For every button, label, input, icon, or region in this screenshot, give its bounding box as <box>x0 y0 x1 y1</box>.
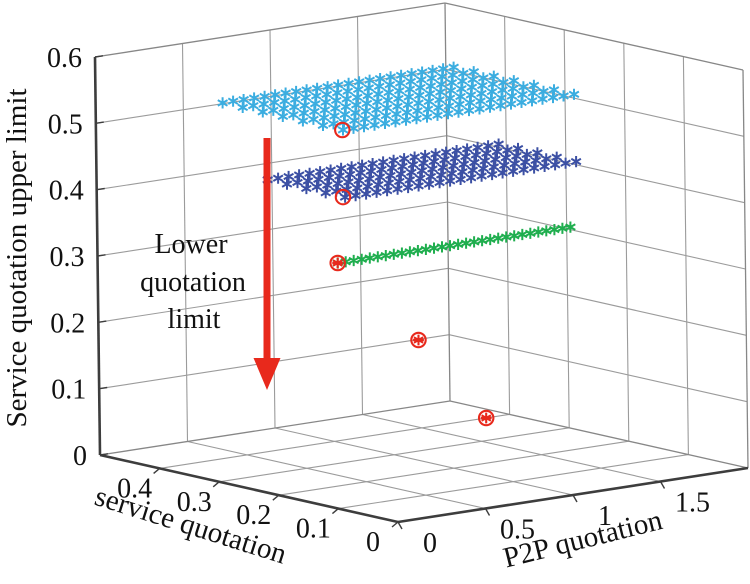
lower-limit-point-marker <box>329 254 346 272</box>
grid-line <box>272 494 280 501</box>
grid-line <box>331 508 339 515</box>
grid-line <box>153 467 161 474</box>
y-tick-label: 0.2 <box>236 500 271 531</box>
grid-line <box>338 454 689 510</box>
series-layer <box>217 61 582 269</box>
grid-line <box>659 481 666 489</box>
grid-line <box>274 427 574 496</box>
grid-line <box>99 453 399 524</box>
grid-line <box>391 521 399 528</box>
grid-line <box>187 440 486 510</box>
tick-labels: 0 0.5 1 1.5 0 0.1 0.2 0.3 0.4 0 0.1 0.2 0.3 0.4 0.5 0.6 <box>47 43 710 559</box>
grid-line <box>99 453 109 456</box>
grid-line <box>449 334 748 403</box>
selected-points-layer <box>329 121 495 427</box>
x-tick-label: 0 <box>423 528 437 559</box>
arrow-annotation <box>253 138 281 390</box>
red-asterisk-marker <box>332 257 344 269</box>
grid-line <box>96 135 447 191</box>
lower-limit-point-marker <box>334 188 352 206</box>
grid-line <box>98 320 107 323</box>
grid-layer <box>95 16 748 510</box>
arrow-head <box>253 358 281 390</box>
red-ring-marker <box>410 331 427 349</box>
grid-line <box>97 201 448 257</box>
red-ring-marker <box>329 254 346 272</box>
grid-line <box>212 481 220 488</box>
z-axis-label: Service quotation upper limit <box>1 88 33 427</box>
lower-limit-point-marker <box>410 331 427 349</box>
box-edges <box>93 2 749 530</box>
grid-line <box>362 413 661 483</box>
grid-line <box>99 400 451 456</box>
z-tick-label: 0.5 <box>48 109 83 140</box>
annotation-lower-line3: limit <box>168 304 221 335</box>
y-tick-label: 0 <box>366 527 380 558</box>
red-asterisk-marker <box>480 412 492 424</box>
grid-line <box>397 521 403 530</box>
grid-line <box>94 55 104 58</box>
grid-line <box>742 69 749 469</box>
y-tick-label: 0.4 <box>117 473 152 504</box>
grid-line <box>99 386 108 390</box>
grid-line <box>484 508 491 516</box>
lower-limit-point-marker <box>477 409 495 427</box>
z-tick-label: 0.1 <box>51 375 86 406</box>
grid-line <box>448 267 747 336</box>
z-tick-label: 0.3 <box>50 242 85 273</box>
x-tick-label: 1.5 <box>675 488 710 519</box>
series-upper-limit-plane-2-markers <box>262 138 582 203</box>
series-upper-limit-line-3-markers <box>332 221 576 269</box>
annotation-lower-line2: quotation <box>140 267 246 298</box>
x-tick-label: 0.5 <box>500 515 535 546</box>
grid-line <box>95 121 104 124</box>
series-upper-limit-plane-1-markers <box>217 61 580 136</box>
z-tick-label: 0.2 <box>50 308 85 339</box>
y-tick-label: 0.3 <box>177 487 212 518</box>
grid-line <box>445 68 744 137</box>
z-tick-label: 0.6 <box>47 43 82 74</box>
grid-line <box>219 427 570 483</box>
z-tick-label: 0 <box>73 441 87 472</box>
grid-line <box>444 2 744 71</box>
grid-line <box>94 2 446 58</box>
lower-limit-point-marker <box>334 121 351 139</box>
y-tick-label: 0.1 <box>296 514 331 545</box>
red-ring-marker <box>334 188 352 206</box>
grid-line <box>278 440 629 496</box>
x-tick-label: 1 <box>598 501 612 532</box>
grid-line <box>572 494 578 503</box>
grid-line <box>449 400 749 469</box>
red-ring-marker <box>334 121 351 139</box>
red-ring-marker <box>477 409 495 427</box>
z-tick-label: 0.4 <box>49 176 84 207</box>
red-asterisk-marker <box>413 334 424 346</box>
annotation-lower-line1: Lower <box>154 229 228 260</box>
grid-line <box>97 254 106 257</box>
grid-line <box>447 201 746 270</box>
grid-line <box>96 187 105 191</box>
grid-line <box>159 413 510 469</box>
grid-line <box>98 267 449 323</box>
